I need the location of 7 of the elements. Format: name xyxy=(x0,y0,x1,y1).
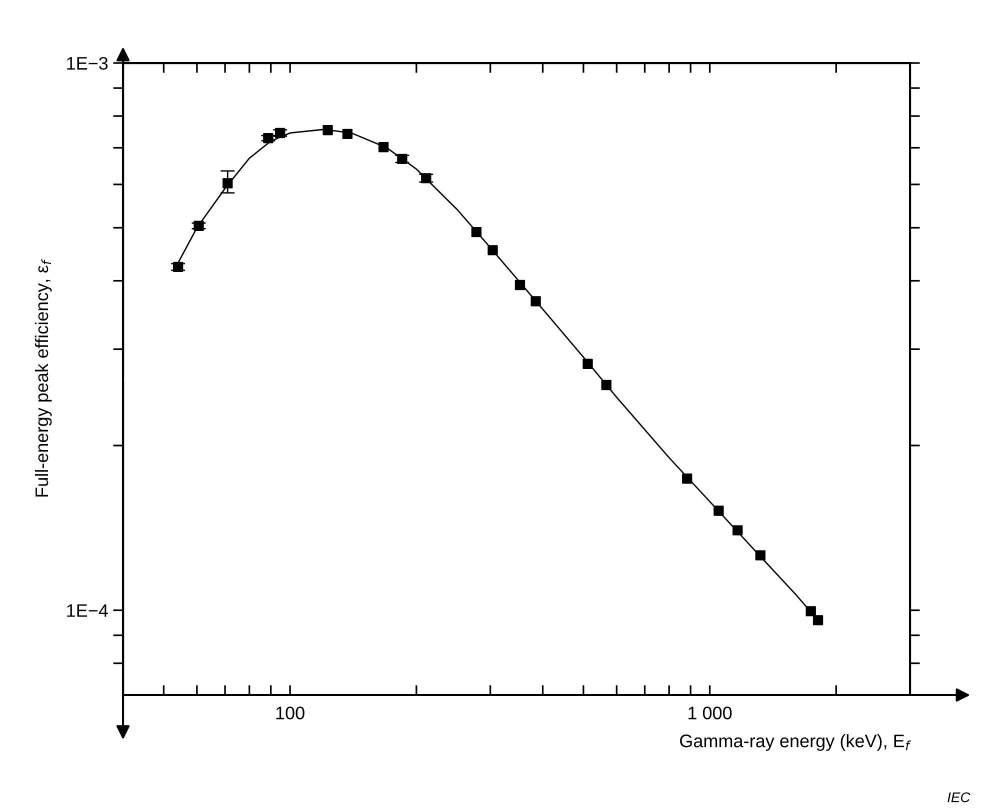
y-axis-title: Full-energy peak efficiency, ε$_{f}$ xyxy=(34,258,52,497)
x-tick-label: 1 000 xyxy=(688,706,732,720)
text: IEC xyxy=(948,792,970,802)
y-tick-label: 1E−3 xyxy=(67,56,108,70)
y-tick-label: 1E−4 xyxy=(67,604,108,617)
x-axis-title: Gamma-ray energy (keV), E$_{f}$ xyxy=(680,734,912,751)
x-tick-label: 100 xyxy=(276,706,304,720)
